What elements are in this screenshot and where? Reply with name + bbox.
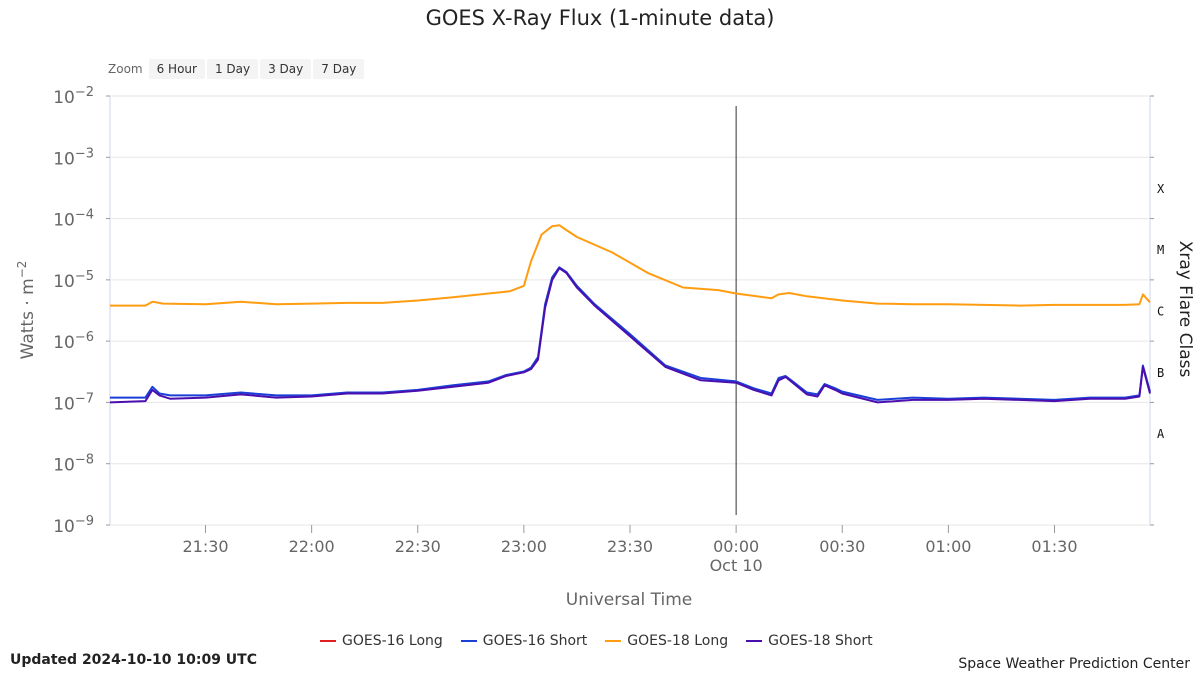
series-goes16-short-line	[110, 266, 1151, 401]
flare-class-label: A	[1157, 427, 1165, 441]
y-axis-title: Watts · m−2	[15, 261, 38, 360]
zoom-label: Zoom	[108, 62, 143, 76]
x-tick-label: 21:30	[182, 537, 228, 556]
x-tick-label: 00:00	[713, 537, 759, 556]
x-tick-label: 01:00	[925, 537, 971, 556]
x-tick-label: 23:30	[607, 537, 653, 556]
updated-timestamp: Updated 2024-10-10 10:09 UTC	[10, 652, 257, 668]
flare-class-label: X	[1157, 182, 1165, 196]
series-goes18-long-line	[110, 224, 1151, 307]
x-tick-label: 22:00	[289, 537, 335, 556]
legend-swatch	[746, 640, 763, 642]
x-tick-sublabel: Oct 10	[710, 556, 763, 575]
y2-axis-title: Xray Flare Class	[1175, 241, 1195, 378]
x-tick-label: 23:00	[501, 537, 547, 556]
zoom-6-hour-button[interactable]: 6 Hour	[148, 59, 205, 79]
flare-class-label: M	[1157, 243, 1164, 257]
legend-item-goes18-long[interactable]: GOES-18 Long	[605, 633, 728, 649]
y-tick-label: 10−6	[53, 330, 94, 353]
credit-text: Space Weather Prediction Center	[958, 656, 1190, 672]
x-axis-title: Universal Time	[566, 590, 692, 610]
chart-legend: GOES-16 Long GOES-16 Short GOES-18 Long …	[320, 633, 891, 649]
legend-item-goes16-long[interactable]: GOES-16 Long	[320, 633, 443, 649]
chart-title: GOES X-Ray Flux (1-minute data)	[425, 6, 775, 30]
zoom-7-day-button[interactable]: 7 Day	[313, 59, 365, 79]
legend-label: GOES-16 Short	[482, 633, 588, 649]
legend-label: GOES-16 Long	[342, 633, 443, 649]
zoom-1-day-button[interactable]: 1 Day	[206, 59, 259, 79]
legend-label: GOES-18 Short	[768, 633, 873, 649]
x-tick-label: 01:30	[1031, 537, 1077, 556]
legend-swatch	[320, 640, 336, 642]
y-tick-label: 10−4	[53, 208, 94, 231]
legend-item-goes18-short[interactable]: GOES-18 Short	[746, 633, 873, 649]
y-tick-label: 10−9	[53, 514, 94, 537]
x-tick-label: 00:30	[819, 537, 865, 556]
y-tick-label: 10−8	[53, 453, 94, 476]
y-tick-label: 10−5	[53, 269, 94, 292]
flare-class-label: B	[1157, 366, 1164, 380]
flare-class-label: C	[1157, 305, 1164, 319]
x-tick-label: 22:30	[395, 537, 441, 556]
legend-swatch	[605, 640, 622, 642]
zoom-controls: Zoom 6 Hour 1 Day 3 Day 7 Day	[108, 59, 366, 79]
y-tick-label: 10−3	[53, 146, 94, 169]
plot-frame	[109, 95, 1151, 526]
series-goes18-short-line	[109, 267, 1151, 404]
legend-label: GOES-18 Long	[627, 633, 729, 649]
y-tick-label: 10−2	[53, 85, 94, 108]
y-tick-label: 10−7	[53, 391, 94, 414]
zoom-3-day-button[interactable]: 3 Day	[260, 59, 312, 79]
legend-swatch	[460, 640, 477, 642]
legend-item-goes16-short[interactable]: GOES-16 Short	[460, 633, 588, 649]
